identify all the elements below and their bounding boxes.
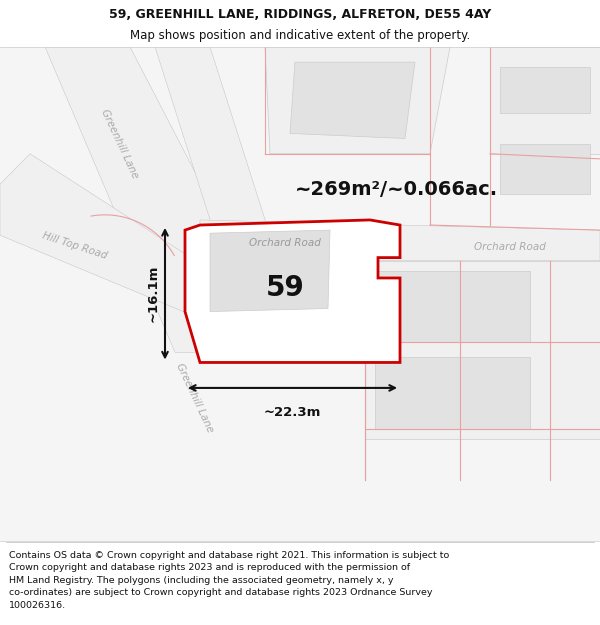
Polygon shape [155,47,270,235]
Polygon shape [265,47,450,154]
Text: Orchard Road: Orchard Road [249,238,321,248]
Polygon shape [375,357,530,429]
Text: Map shows position and indicative extent of the property.: Map shows position and indicative extent… [130,29,470,42]
Polygon shape [200,220,600,261]
Text: Hill Top Road: Hill Top Road [41,230,109,261]
Text: ~16.1m: ~16.1m [147,265,160,322]
Polygon shape [0,154,235,327]
Text: ~269m²/~0.066ac.: ~269m²/~0.066ac. [295,180,498,199]
Polygon shape [375,271,530,342]
Polygon shape [500,144,590,194]
Polygon shape [290,62,415,139]
Text: Orchard Road: Orchard Road [474,242,546,252]
Text: Greenhill Lane: Greenhill Lane [175,362,215,434]
Text: 59, GREENHILL LANE, RIDDINGS, ALFRETON, DE55 4AY: 59, GREENHILL LANE, RIDDINGS, ALFRETON, … [109,8,491,21]
Polygon shape [490,47,600,154]
Text: Contains OS data © Crown copyright and database right 2021. This information is : Contains OS data © Crown copyright and d… [9,551,449,610]
Text: ~22.3m: ~22.3m [264,406,321,419]
Polygon shape [365,261,600,439]
Polygon shape [210,230,330,312]
Text: Greenhill Lane: Greenhill Lane [100,107,140,180]
Text: 59: 59 [266,274,304,302]
Polygon shape [500,68,590,113]
Polygon shape [185,220,400,362]
Polygon shape [45,47,270,352]
